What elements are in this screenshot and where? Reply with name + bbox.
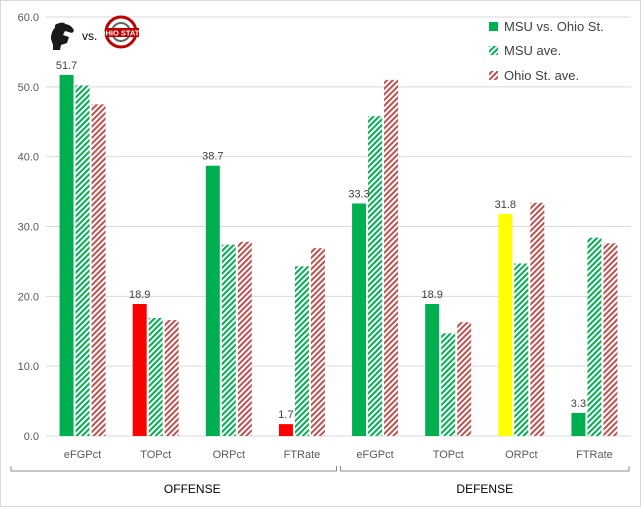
group-brackets: OFFENSE DEFENSE [10, 466, 630, 496]
spartan-helmet-icon [51, 22, 74, 50]
category-labels: eFGPct TOPct ORPct FTRate eFGPct TOPct ORPct FT… [64, 449, 613, 461]
category-label: FTRate [576, 449, 613, 461]
bar-series-1-cat-1 [148, 317, 163, 436]
y-tick-label: 60.0 [18, 12, 39, 24]
bar-series-2-cat-6 [530, 202, 545, 436]
y-tick-label: 20.0 [18, 291, 39, 303]
bar-series-0-cat-4 [352, 203, 367, 436]
bar-series-2-cat-1 [164, 320, 179, 436]
bar-series-2-cat-5 [457, 322, 472, 436]
category-label: FTRate [284, 449, 321, 461]
legend-label-msu-ave: MSU ave. [504, 43, 561, 58]
legend: MSU vs. Ohio St. MSU ave. Ohio St. ave. [489, 19, 604, 83]
bar-series-2-cat-7 [603, 243, 618, 436]
team-logos: vs. OHIO STATE [51, 15, 145, 50]
legend-swatch-ohio-st-ave [489, 71, 498, 80]
data-labels: 51.7 18.9 38.7 1.7 33.3 18.9 31.8 3.3 [56, 60, 586, 421]
y-tick-label: 0.0 [24, 431, 39, 443]
category-label: TOPct [433, 449, 464, 461]
data-label: 38.7 [202, 151, 223, 163]
y-tick-label: 50.0 [18, 82, 39, 94]
category-label: ORPct [505, 449, 537, 461]
legend-label-msu-vs-ohio-st: MSU vs. Ohio St. [504, 19, 604, 34]
bars [59, 74, 618, 437]
bar-series-0-cat-7 [571, 412, 586, 436]
category-label: TOPct [140, 449, 171, 461]
bar-series-0-cat-0 [59, 74, 74, 436]
bar-series-0-cat-5 [425, 304, 440, 436]
group-label: OFFENSE [164, 482, 221, 496]
data-label: 3.3 [571, 398, 586, 410]
svg-text:OHIO STATE: OHIO STATE [100, 29, 145, 38]
bar-series-1-cat-4 [368, 116, 383, 436]
data-label: 1.7 [278, 409, 293, 421]
legend-label-ohio-st-ave: Ohio St. ave. [504, 68, 579, 83]
bar-series-1-cat-5 [441, 333, 456, 436]
bar-series-2-cat-2 [237, 241, 252, 436]
bar-series-1-cat-6 [514, 263, 529, 436]
bar-series-0-cat-3 [278, 424, 293, 436]
data-label: 18.9 [129, 289, 150, 301]
bar-series-0-cat-2 [205, 165, 220, 436]
category-label: eFGPct [356, 449, 393, 461]
bar-series-2-cat-4 [384, 79, 399, 436]
bar-series-0-cat-1 [132, 304, 147, 436]
group-bracket [10, 466, 337, 472]
category-label: eFGPct [64, 449, 101, 461]
axis: 0.0 10.0 20.0 30.0 40.0 50.0 60.0 [18, 12, 631, 443]
data-label: 51.7 [56, 60, 77, 72]
bar-series-2-cat-0 [91, 104, 106, 437]
bar-series-1-cat-7 [587, 237, 602, 436]
y-tick-label: 30.0 [18, 222, 39, 234]
data-label: 18.9 [421, 289, 442, 301]
y-tick-label: 10.0 [18, 361, 39, 373]
ohio-state-logo-icon: OHIO STATE [100, 15, 145, 49]
vs-text: vs. [82, 29, 97, 43]
group-label: DEFENSE [456, 482, 513, 496]
category-label: ORPct [213, 449, 245, 461]
group-bracket [340, 466, 630, 472]
legend-swatch-msu-ave [489, 46, 498, 55]
data-label: 31.8 [495, 199, 516, 211]
bar-series-1-cat-2 [221, 244, 236, 436]
bar-series-0-cat-6 [498, 213, 513, 436]
y-tick-label: 40.0 [18, 152, 39, 164]
bar-series-2-cat-3 [310, 248, 325, 436]
bar-series-1-cat-3 [294, 266, 309, 436]
data-label: 33.3 [348, 188, 369, 200]
legend-swatch-msu-vs-ohio-st [489, 22, 498, 31]
bar-series-1-cat-0 [75, 85, 90, 436]
